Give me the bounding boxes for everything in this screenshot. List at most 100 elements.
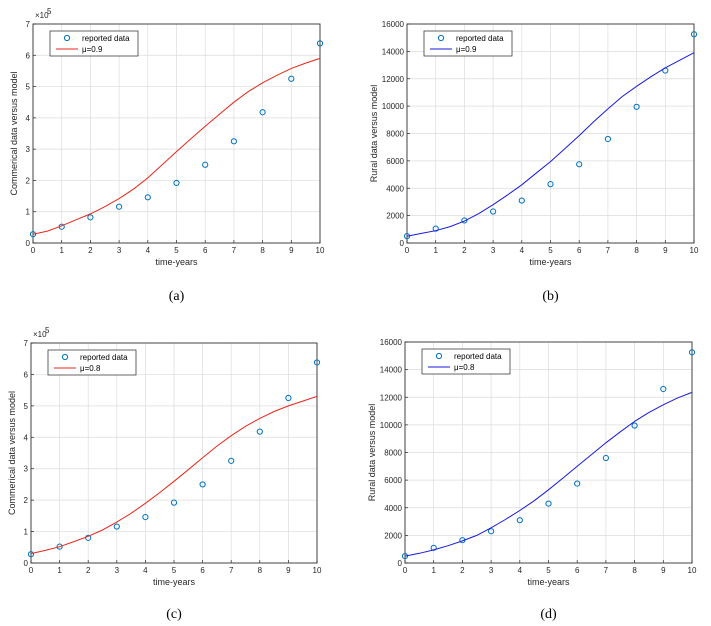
y-tick-label: 16000 xyxy=(380,338,403,347)
x-tick-label: 0 xyxy=(403,566,408,575)
reported-data-point xyxy=(230,138,237,145)
x-tick-label: 5 xyxy=(548,246,553,255)
axes-frame xyxy=(32,23,321,244)
x-tick-label: 9 xyxy=(286,566,291,575)
panel-caption: (b) xyxy=(542,289,559,304)
reported-data-point xyxy=(633,103,640,110)
panel-caption: (a) xyxy=(169,289,185,304)
y-tick-label: 0 xyxy=(24,559,29,568)
x-tick-label: 7 xyxy=(606,246,611,255)
y-tick-label: 0 xyxy=(26,239,31,248)
chart-d: 0 1 2 3 4 5 6 7 8 9 10 0 2000 4000 6000 8000 10000 12000 1… xyxy=(367,338,697,622)
x-tick-label: 5 xyxy=(172,566,177,575)
x-tick-label: 3 xyxy=(117,246,122,255)
reported-data-point xyxy=(545,500,552,507)
x-tick-label: 8 xyxy=(260,246,265,255)
x-tick-label: 0 xyxy=(31,246,36,255)
x-axis-label: time-years xyxy=(155,257,198,267)
legend-box xyxy=(421,348,511,375)
x-tick-label: 8 xyxy=(632,566,637,575)
reported-data-point xyxy=(259,109,266,116)
y-axis-label: Rural data versus model xyxy=(367,404,377,502)
y-tick-label: 16000 xyxy=(382,20,405,29)
x-tick-label: 10 xyxy=(316,246,325,255)
x-tick-label: 1 xyxy=(433,246,438,255)
reported-data-point xyxy=(690,31,698,38)
x-tick-label: 6 xyxy=(203,246,208,255)
y-tick-label: 0 xyxy=(398,559,403,568)
reported-data-point xyxy=(660,385,667,393)
reported-data-point xyxy=(199,481,206,488)
y-tick-label: 7 xyxy=(26,20,31,29)
y-tick-label: 5 xyxy=(26,83,31,92)
y-tick-label: 6000 xyxy=(384,476,402,485)
x-tick-label: 3 xyxy=(115,566,120,575)
y-tick-label: 12000 xyxy=(382,75,405,84)
x-tick-label: 10 xyxy=(688,566,697,575)
y-tick-label: 10000 xyxy=(380,421,403,430)
y-tick-label: 3 xyxy=(26,145,31,154)
y-exponent-power: 5 xyxy=(45,326,50,335)
x-tick-label: 2 xyxy=(88,246,93,255)
x-tick-label: 1 xyxy=(431,566,436,575)
legend-marker-swatch xyxy=(61,353,69,361)
y-tick-label: 4000 xyxy=(386,184,404,193)
x-tick-label: 10 xyxy=(690,246,699,255)
chart-c: 0 1 2 3 4 5 6 7 8 9 1001234567×105time-yearsCommer… xyxy=(7,326,322,622)
x-axis-label: time-years xyxy=(153,577,196,587)
x-tick-label: 2 xyxy=(86,566,91,575)
axes-frame xyxy=(30,342,318,564)
legend-box xyxy=(49,30,139,57)
reported-data-point xyxy=(432,225,439,232)
legend-box xyxy=(47,349,137,376)
axes-frame xyxy=(404,341,693,564)
y-tick-label: 4000 xyxy=(384,504,402,513)
y-tick-label: 5 xyxy=(24,402,29,411)
x-tick-label: 8 xyxy=(634,246,639,255)
x-tick-label: 7 xyxy=(604,566,609,575)
x-tick-label: 3 xyxy=(491,246,496,255)
panel-caption: (d) xyxy=(540,607,557,622)
y-tick-label: 12000 xyxy=(380,393,403,402)
reported-data-point xyxy=(316,40,324,47)
reported-data-point xyxy=(228,457,235,464)
x-tick-label: 9 xyxy=(661,566,666,575)
legend-entry-label: μ=0.8 xyxy=(454,363,475,372)
y-tick-label: 7 xyxy=(24,339,29,348)
x-tick-label: 4 xyxy=(518,566,523,575)
legend-marker-swatch xyxy=(435,352,443,360)
reported-data-point xyxy=(688,349,696,356)
reported-data-point xyxy=(518,197,525,204)
x-tick-label: 6 xyxy=(200,566,205,575)
x-tick-label: 1 xyxy=(57,566,62,575)
x-tick-label: 4 xyxy=(143,566,148,575)
y-tick-label: 14000 xyxy=(382,47,405,56)
model-curve-line xyxy=(30,395,318,555)
x-tick-label: 5 xyxy=(174,246,179,255)
x-tick-label: 6 xyxy=(575,566,580,575)
x-tick-label: 7 xyxy=(229,566,234,575)
reported-data-point xyxy=(27,551,35,558)
y-tick-label: 8000 xyxy=(384,449,402,458)
reported-data-point xyxy=(170,499,178,506)
reported-data-point xyxy=(602,454,610,462)
legend-entry-label: μ=0.8 xyxy=(80,364,101,373)
y-tick-label: 1 xyxy=(24,528,29,537)
x-tick-label: 4 xyxy=(520,246,525,255)
y-axis-label: Commerical data versus model xyxy=(9,71,19,195)
reported-data-point xyxy=(288,75,295,82)
x-axis-label: time-years xyxy=(527,577,570,587)
x-tick-label: 3 xyxy=(489,566,494,575)
reported-data-point xyxy=(604,135,612,143)
legend-marker-swatch xyxy=(63,34,71,42)
y-tick-label: 2000 xyxy=(384,531,402,540)
legend-entry-label: μ=0.9 xyxy=(456,45,477,54)
y-exponent-label: ×10 xyxy=(35,11,49,20)
reported-data-point xyxy=(631,422,638,429)
legend-box xyxy=(423,30,513,57)
reported-data-point xyxy=(144,194,151,201)
reported-data-point xyxy=(56,543,63,550)
y-tick-label: 2 xyxy=(26,176,31,185)
reported-data-point xyxy=(574,480,581,487)
axes-frame xyxy=(406,23,695,244)
